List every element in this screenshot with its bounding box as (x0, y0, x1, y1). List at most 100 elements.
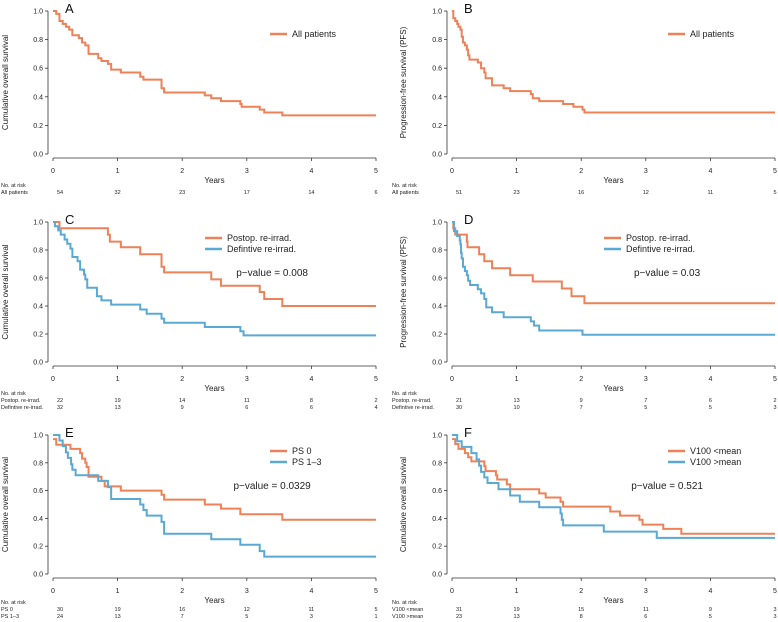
x-tick-label: 2 (579, 376, 583, 383)
risk-count: 12 (244, 607, 250, 613)
x-tick-label: 5 (374, 588, 378, 595)
risk-count: 12 (643, 190, 649, 196)
risk-count: 5 (374, 607, 377, 613)
risk-count: 17 (244, 190, 250, 196)
risk-count: 2 (374, 398, 377, 404)
panel-letter: E (65, 425, 74, 440)
risk-count: 32 (115, 190, 121, 196)
y-tick-label: 0.6 (432, 488, 442, 495)
risk-count: 23 (456, 614, 462, 620)
x-axis-label: Years (603, 596, 623, 605)
legend-label: PS 0 (292, 446, 312, 456)
survival-curve-blue (452, 221, 775, 336)
x-tick-label: 3 (644, 376, 648, 383)
risk-count: 8 (580, 614, 583, 620)
p-value-label: p−value = 0.03 (634, 268, 701, 279)
x-tick-label: 5 (773, 376, 777, 383)
legend-label: All patients (690, 29, 735, 39)
risk-row-label: PS 0 (1, 607, 13, 613)
y-tick-label: 1.0 (33, 220, 43, 227)
y-tick-label: 0.8 (432, 37, 442, 44)
panel-letter: D (464, 212, 473, 227)
risk-count: 6 (374, 190, 377, 196)
risk-row-label: V100 >mean (392, 614, 423, 620)
x-tick-label: 4 (309, 376, 313, 383)
risk-table-title: No. at risk (1, 183, 26, 189)
risk-count: 54 (57, 190, 63, 196)
panel-letter: C (65, 212, 74, 227)
survival-curve-orange (53, 10, 376, 117)
x-tick-label: 5 (374, 168, 378, 175)
risk-count: 5 (773, 190, 776, 196)
x-tick-label: 2 (180, 588, 184, 595)
survival-curve-orange (452, 10, 775, 114)
x-axis-label: Years (204, 384, 224, 393)
y-axis-label: Cumulative overall survival (1, 35, 10, 130)
legend-label: Postop. re-irrad. (227, 233, 292, 243)
risk-count: 30 (57, 607, 63, 613)
x-axis-label: Years (204, 176, 224, 185)
risk-table-title: No. at risk (1, 600, 26, 606)
risk-count: 7 (580, 405, 583, 411)
y-tick-label: 1.0 (33, 433, 43, 440)
risk-count: 6 (245, 405, 248, 411)
risk-count: 9 (709, 607, 712, 613)
x-tick-label: 4 (708, 168, 712, 175)
x-tick-label: 1 (515, 588, 519, 595)
x-tick-label: 1 (116, 168, 120, 175)
legend-label: Defintive re-irrad. (227, 244, 296, 254)
x-tick-label: 0 (450, 588, 454, 595)
y-tick-label: 1.0 (432, 220, 442, 227)
y-tick-label: 0.4 (432, 304, 442, 311)
y-tick-label: 0.8 (33, 248, 43, 255)
risk-count: 19 (115, 607, 121, 613)
risk-row-label: All patients (1, 190, 28, 196)
risk-count: 5 (245, 614, 248, 620)
survival-curve-blue (53, 434, 376, 558)
y-tick-label: 0.6 (432, 276, 442, 283)
risk-count: 5 (709, 405, 712, 411)
y-tick-label: 0.2 (432, 123, 442, 130)
risk-count: 4 (374, 405, 377, 411)
x-tick-label: 5 (374, 376, 378, 383)
x-tick-label: 0 (450, 168, 454, 175)
x-tick-label: 3 (644, 168, 648, 175)
risk-count: 9 (181, 405, 184, 411)
risk-table-title: No. at risk (392, 600, 417, 606)
legend-label: Defintive re-irrad. (626, 244, 695, 254)
x-tick-label: 3 (245, 376, 249, 383)
x-tick-label: 4 (708, 376, 712, 383)
x-tick-label: 4 (309, 168, 313, 175)
risk-count: 23 (514, 190, 520, 196)
risk-table-title: No. at risk (1, 391, 26, 397)
legend-label: V100 >mean (690, 457, 741, 467)
y-tick-label: 0.8 (432, 248, 442, 255)
risk-row-label: Defintive re-irrad. (392, 405, 435, 411)
risk-count: 13 (514, 614, 520, 620)
y-tick-label: 0.2 (33, 544, 43, 551)
y-tick-label: 0.6 (432, 66, 442, 73)
y-tick-label: 0.8 (432, 460, 442, 467)
risk-count: 3 (773, 614, 776, 620)
risk-row-label: PS 1–3 (1, 614, 19, 620)
survival-curve-orange (53, 221, 376, 307)
risk-count: 32 (57, 405, 63, 411)
risk-count: 13 (115, 405, 121, 411)
survival-curve-orange (452, 221, 775, 305)
x-axis-label: Years (603, 384, 623, 393)
risk-count: 30 (456, 405, 462, 411)
risk-count: 21 (456, 398, 462, 404)
y-tick-label: 0.0 (432, 152, 442, 159)
x-tick-label: 2 (180, 168, 184, 175)
risk-count: 9 (580, 398, 583, 404)
p-value-label: p−value = 0.521 (631, 481, 703, 492)
risk-count: 1 (374, 614, 377, 620)
x-tick-label: 1 (116, 588, 120, 595)
x-tick-label: 1 (515, 168, 519, 175)
y-tick-label: 0.4 (33, 304, 43, 311)
y-tick-label: 0.2 (432, 544, 442, 551)
risk-table-title: No. at risk (392, 183, 417, 189)
risk-count: 19 (115, 398, 121, 404)
risk-count: 23 (179, 190, 185, 196)
risk-count: 14 (308, 190, 314, 196)
